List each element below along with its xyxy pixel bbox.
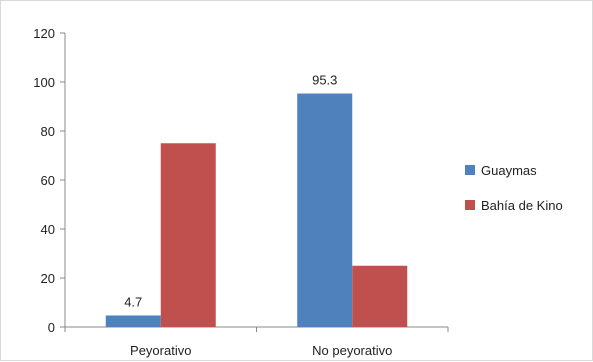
y-tick-label: 100 bbox=[33, 75, 55, 90]
y-tick-label: 40 bbox=[41, 222, 55, 237]
data-label: 95.3 bbox=[312, 73, 337, 88]
bar-bahia-de-kino bbox=[160, 143, 216, 327]
y-tick-label: 0 bbox=[48, 320, 55, 335]
data-label: 4.7 bbox=[124, 294, 142, 309]
bar-bahia-de-kino bbox=[352, 265, 408, 327]
legend-label: Bahía de Kino bbox=[481, 198, 563, 213]
chart-labels: Peyorativo 4.7 No peyorativo 95.3 bbox=[124, 73, 392, 358]
y-tick-label: 120 bbox=[33, 26, 55, 41]
y-tick-label: 60 bbox=[41, 173, 55, 188]
chart-bars bbox=[105, 93, 408, 327]
legend-label: Guaymas bbox=[481, 163, 537, 178]
x-category-label: No peyorativo bbox=[312, 343, 392, 358]
y-tick-label: 20 bbox=[41, 271, 55, 286]
bar-guaymas bbox=[297, 93, 353, 327]
bar-guaymas bbox=[105, 315, 161, 327]
legend-swatch bbox=[465, 165, 475, 175]
y-tick-label: 80 bbox=[41, 124, 55, 139]
legend-swatch bbox=[465, 200, 475, 210]
chart-legend: Guaymas Bahía de Kino bbox=[465, 163, 563, 213]
x-category-label: Peyorativo bbox=[130, 343, 191, 358]
